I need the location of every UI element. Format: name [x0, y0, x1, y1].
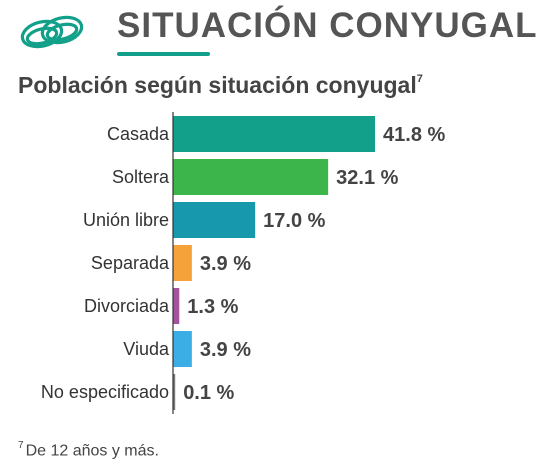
- bar: [173, 331, 192, 367]
- data-label: 32.1 %: [336, 167, 398, 189]
- data-label: 3.9 %: [200, 253, 251, 275]
- chart-title: Población según situación conyugal7: [18, 72, 423, 99]
- bar: [173, 288, 180, 324]
- category-label: No especificado: [41, 382, 169, 402]
- category-label: Separada: [91, 253, 170, 273]
- chart-title-text: Población según situación conyugal: [18, 72, 417, 98]
- page-title: SITUACIÓN CONYUGAL: [117, 6, 538, 45]
- footnote-text: De 12 años y más.: [25, 442, 159, 460]
- header: SITUACIÓN CONYUGAL: [0, 0, 550, 62]
- bar: [173, 116, 376, 152]
- bar: [173, 245, 192, 281]
- category-label: Viuda: [123, 339, 170, 359]
- footnote: 7 De 12 años y más.: [18, 440, 159, 460]
- chart-title-note-ref: 7: [416, 73, 423, 86]
- footnote-ref: 7: [18, 440, 24, 451]
- wedding-rings-icon: [20, 15, 84, 49]
- category-label: Casada: [107, 124, 170, 144]
- data-label: 41.8 %: [383, 124, 445, 146]
- data-label: 0.1 %: [183, 382, 234, 404]
- data-label: 3.9 %: [200, 339, 251, 361]
- bar-chart: Casada 41.8 % Soltera 32.1 % Unión libre 17.0…: [41, 112, 446, 414]
- title-underline: [117, 52, 210, 56]
- bar: [173, 159, 329, 195]
- data-label: 17.0 %: [263, 210, 325, 232]
- category-label: Soltera: [112, 167, 170, 187]
- bar: [173, 374, 176, 410]
- category-label: Unión libre: [83, 210, 169, 230]
- category-label: Divorciada: [84, 296, 170, 316]
- data-label: 1.3 %: [187, 296, 238, 318]
- bar: [173, 202, 256, 238]
